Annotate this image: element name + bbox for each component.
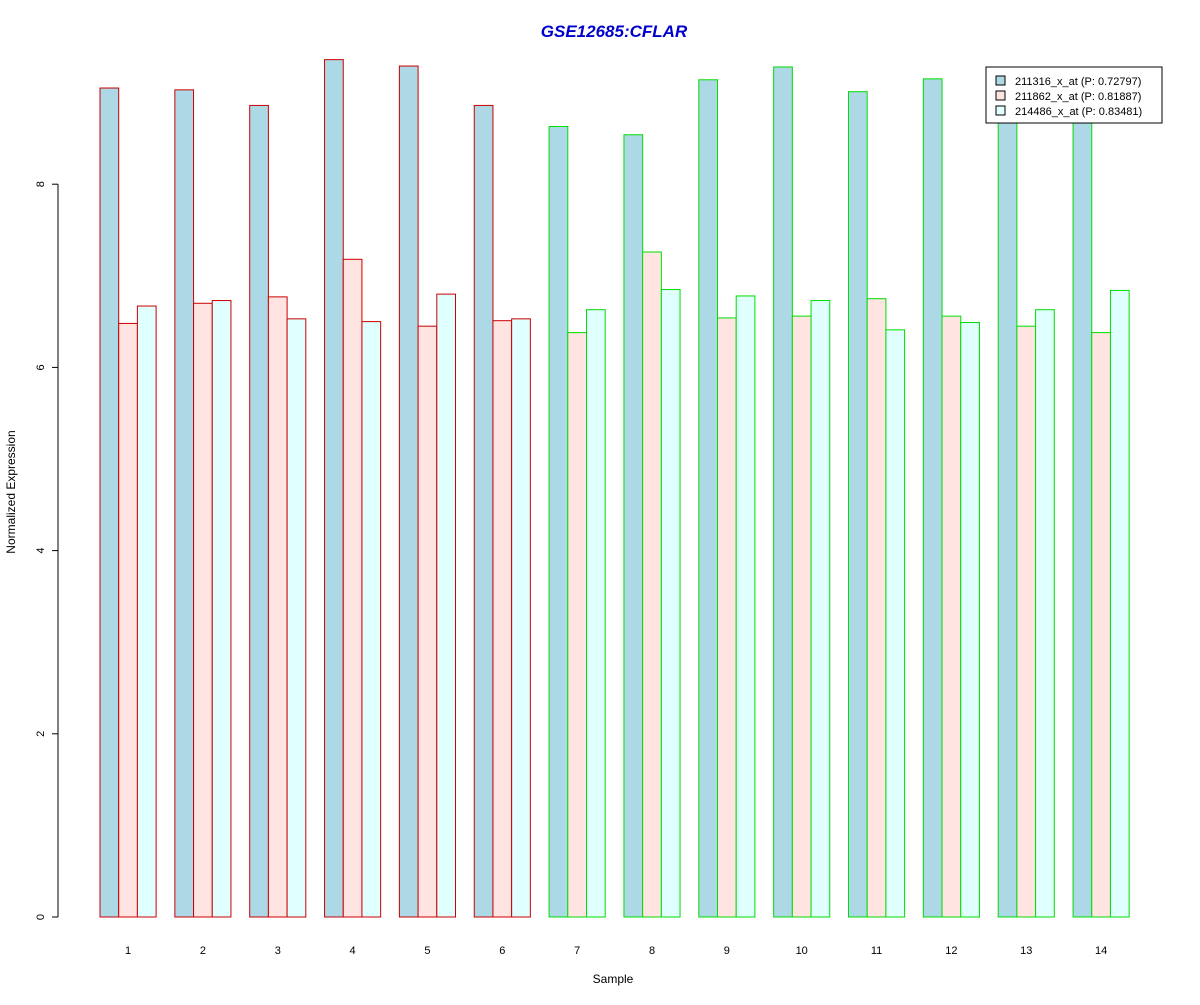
x-tick-label: 6 (499, 945, 505, 957)
legend-entry: 211862_x_at (P: 0.81887) (1015, 91, 1141, 103)
x-tick-label: 7 (574, 945, 580, 957)
bar-sample-10-series-2 (791, 315, 812, 918)
x-tick-label: 12 (945, 945, 957, 957)
bar-sample-2-series-3 (211, 300, 232, 918)
x-tick-label: 1 (125, 945, 131, 957)
y-axis: 0 2 4 6 8 (35, 181, 59, 920)
bar-sample-12-series-2 (941, 315, 962, 918)
bar-sample-5-series-2 (417, 325, 438, 918)
bar-sample-14-series-1 (1072, 119, 1093, 918)
bar-sample-8-series-2 (642, 251, 662, 918)
bar-sample-14-series-3 (1109, 289, 1130, 918)
legend-box (985, 66, 1163, 124)
bar-sample-9-series-3 (735, 295, 756, 918)
bar-sample-11-series-1 (848, 91, 868, 918)
bar-sample-3-series-3 (286, 318, 307, 918)
legend: 211316_x_at (P: 0.72797) 211862_x_at (P: … (985, 66, 1163, 124)
legend-swatch (995, 105, 1006, 116)
bar-sample-1-series-2 (118, 322, 138, 918)
x-tick-label: 4 (350, 945, 356, 957)
bar-sample-13-series-1 (997, 118, 1018, 918)
y-tick-label: 4 (35, 548, 47, 554)
bar-sample-3-series-2 (267, 296, 288, 918)
x-tick-label: 13 (1020, 945, 1032, 957)
bar-sample-7-series-1 (548, 125, 569, 918)
legend-entry: 211316_x_at (P: 0.72797) (1015, 76, 1141, 88)
x-axis-label: Sample (593, 972, 634, 986)
x-tick-label: 11 (871, 945, 882, 957)
bar-sample-8-series-3 (660, 289, 681, 918)
bar-sample-12-series-1 (922, 78, 943, 918)
x-tick-label: 14 (1095, 945, 1107, 957)
bar-sample-12-series-3 (960, 322, 980, 918)
bar-sample-1-series-1 (99, 87, 120, 918)
bar-sample-13-series-3 (1035, 309, 1055, 918)
bar-sample-10-series-1 (773, 66, 793, 918)
y-tick-label: 8 (35, 181, 47, 187)
x-tick-label: 3 (275, 945, 281, 957)
bar-sample-6-series-3 (511, 318, 531, 918)
y-tick-label: 0 (35, 914, 47, 920)
x-tick-label: 2 (200, 945, 206, 957)
bar-sample-4-series-2 (342, 258, 363, 918)
legend-swatch (995, 75, 1006, 86)
x-tick-label: 9 (724, 945, 730, 957)
bar-sample-13-series-2 (1016, 325, 1037, 918)
bar-sample-6-series-1 (473, 104, 494, 918)
y-tick-label: 6 (35, 364, 47, 370)
bar-sample-2-series-1 (174, 89, 195, 918)
bar-sample-4-series-1 (324, 59, 344, 918)
bar-sample-4-series-3 (361, 321, 382, 918)
bar-sample-5-series-3 (436, 293, 456, 918)
bar-sample-2-series-2 (193, 302, 213, 918)
y-tick-label: 2 (35, 731, 47, 737)
legend-entry: 214486_x_at (P: 0.83481) (1015, 106, 1142, 118)
bar-sample-6-series-2 (492, 320, 513, 918)
bar-sample-9-series-2 (717, 317, 737, 918)
x-tick-label: 10 (796, 945, 808, 957)
chart-title: GSE12685:CFLAR (541, 22, 688, 41)
bar-sample-1-series-3 (136, 305, 157, 918)
bar-sample-9-series-1 (698, 79, 718, 918)
bar-sample-8-series-1 (623, 134, 644, 918)
x-tick-labels: 1 2 3 4 5 6 7 8 9 10 11 12 13 14 (125, 945, 1107, 957)
bar-sample-7-series-3 (586, 309, 606, 918)
bar-sample-7-series-2 (567, 332, 587, 918)
bar-sample-11-series-2 (866, 298, 887, 918)
y-axis-label: Normalized Expression (4, 430, 18, 553)
bar-sample-14-series-2 (1091, 332, 1111, 918)
bar-sample-10-series-3 (810, 300, 831, 918)
legend-swatch (995, 90, 1006, 101)
x-tick-label: 5 (424, 945, 430, 957)
x-tick-label: 8 (649, 945, 655, 957)
bars-group (99, 59, 1130, 918)
bar-sample-3-series-1 (249, 104, 269, 918)
bar-sample-5-series-1 (398, 65, 419, 918)
bar-sample-11-series-3 (885, 329, 906, 918)
